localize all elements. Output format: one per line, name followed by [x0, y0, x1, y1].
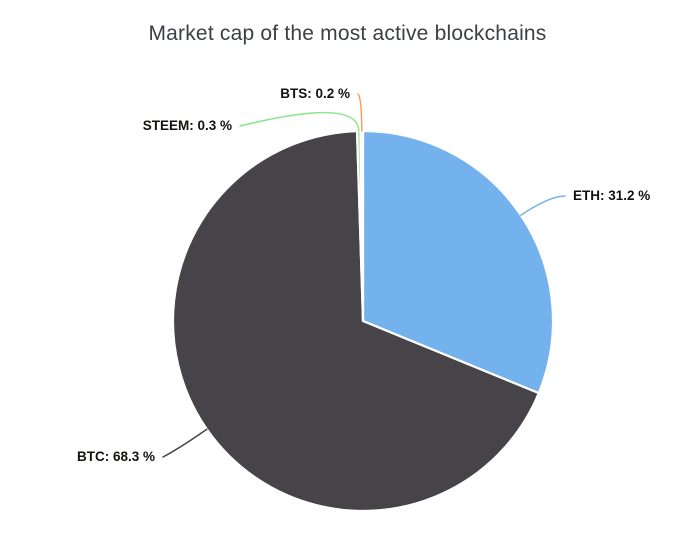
pie-slices-group [171, 129, 555, 513]
leader-line-btc [162, 428, 208, 458]
leader-line-steem [239, 111, 360, 132]
leader-line-eth [520, 195, 566, 216]
slice-label-bts: BTS: 0.2 % [280, 86, 350, 101]
slice-label-steem: STEEM: 0.3 % [143, 118, 232, 133]
leader-lines-group [162, 93, 566, 458]
slice-label-eth: ETH: 31.2 % [573, 188, 650, 203]
leader-line-bts [357, 93, 363, 132]
chart-title: Market cap of the most active blockchain… [148, 22, 547, 45]
slice-label-btc: BTC: 68.3 % [77, 449, 155, 464]
slice-labels-group: ETH: 31.2 % BTC: 68.3 % STEEM: 0.3 % BTS: 0… [77, 86, 650, 464]
